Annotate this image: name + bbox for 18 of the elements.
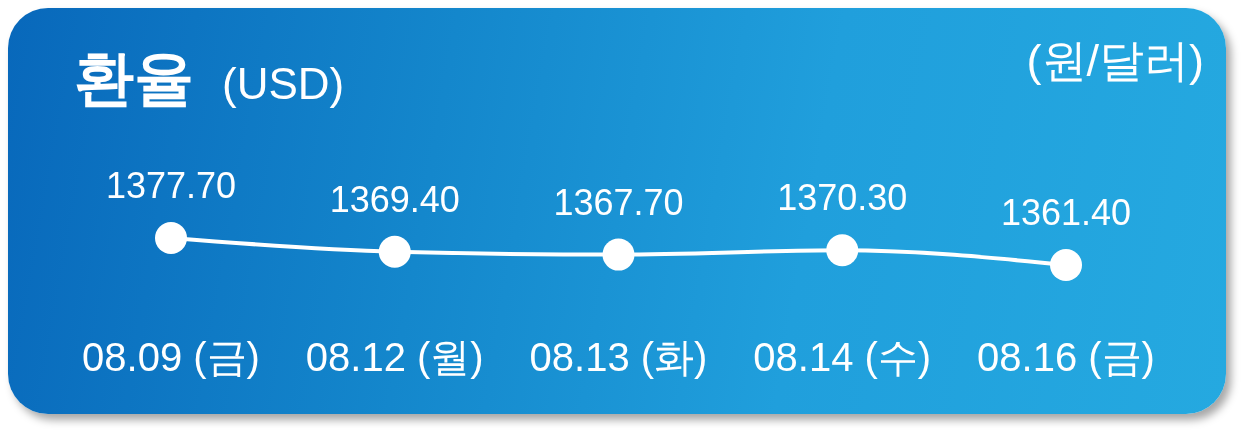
x-tick-label: 08.09 (금) — [82, 335, 260, 379]
data-label: 1377.70 — [105, 165, 237, 206]
point — [602, 238, 635, 271]
point — [155, 222, 187, 254]
data-label: 1367.70 — [553, 181, 684, 223]
data-label: 1361.40 — [1000, 192, 1132, 233]
data-label: 1369.40 — [329, 178, 460, 220]
point — [378, 235, 411, 268]
chart-subtitle: (USD) — [222, 59, 345, 108]
text: (원/달러) — [1026, 35, 1204, 86]
x-tick-label: 08.14 (수) — [753, 335, 932, 379]
point — [826, 234, 859, 267]
x-tick-label: 08.16 (금) — [977, 335, 1155, 379]
x-tick-label: 08.13 (화) — [529, 335, 708, 379]
point — [1050, 249, 1082, 281]
data-label: 1370.30 — [777, 177, 908, 219]
x-tick-label: 08.12 (월) — [305, 335, 484, 379]
chart-title: 환율 — [74, 45, 194, 112]
